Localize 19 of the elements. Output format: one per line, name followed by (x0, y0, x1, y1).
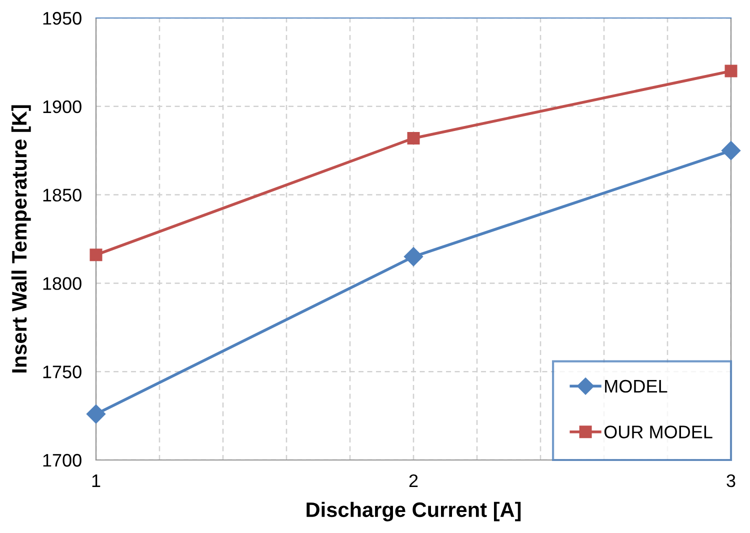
point (404, 247, 424, 266)
x-tick-label: 3 (726, 474, 736, 488)
y-tick-label: 1850 (43, 188, 82, 202)
point (721, 141, 741, 160)
x-axis-title: Discharge Current [A] (306, 502, 521, 522)
point (86, 404, 106, 424)
legend-label: OUR MODEL (604, 426, 712, 438)
point (724, 64, 738, 78)
y-tick-label: 1950 (43, 12, 82, 25)
point (90, 248, 102, 262)
x-tick-label: 1 (92, 474, 100, 487)
y-tick-label: 1750 (43, 366, 82, 378)
y-tick-label: 1700 (43, 454, 82, 467)
x-tick-label: 2 (409, 474, 418, 487)
y-tick-label: 1800 (43, 277, 82, 290)
legend-label: MODEL (605, 380, 668, 393)
y-tick-label: 1900 (43, 100, 82, 114)
y-axis-title: Insert Wall Temperature [K] (11, 105, 31, 372)
point (407, 132, 420, 144)
